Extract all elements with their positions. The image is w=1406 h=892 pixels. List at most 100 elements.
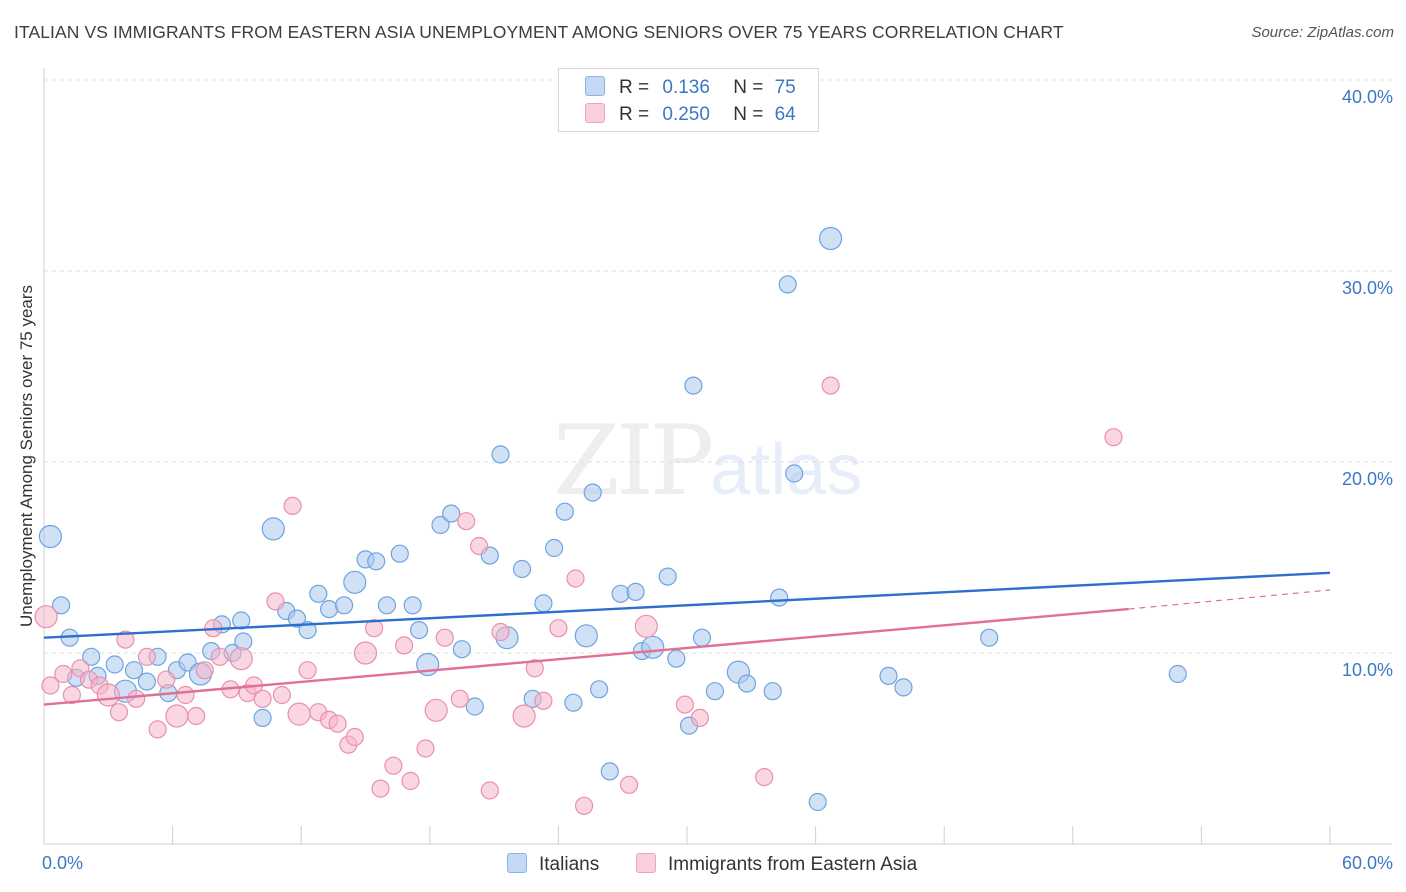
italians-point — [785, 464, 804, 483]
eastern-asia-point — [755, 767, 774, 787]
italians-point — [763, 682, 782, 701]
eastern-asia-point — [253, 689, 272, 708]
y-tick-label-40: 40.0% — [1341, 87, 1393, 107]
r-label: R = — [619, 77, 650, 98]
italians-point — [589, 680, 609, 699]
eastern-asia-point — [176, 685, 195, 705]
eastern-asia-point — [127, 689, 146, 708]
eastern-asia-point — [287, 702, 311, 726]
italians-point — [574, 624, 598, 648]
legend-item-eastern-asia[interactable]: Immigrants from Eastern Asia — [636, 853, 917, 876]
italians-point — [583, 483, 602, 502]
eastern-asia-point — [371, 779, 390, 798]
italians-trend-line — [43, 571, 1331, 639]
italians-point — [544, 538, 564, 558]
y-tick-label-30: 30.0% — [1341, 278, 1393, 298]
eastern-asia-point — [272, 685, 291, 705]
italians-point — [261, 517, 285, 541]
y-tick-label-10: 10.0% — [1341, 660, 1393, 680]
italians-point — [778, 275, 797, 294]
eastern-asia-point — [534, 691, 553, 710]
eastern-asia-point — [821, 376, 840, 395]
italians-point — [737, 674, 757, 693]
italians-point — [105, 655, 124, 674]
eastern-asia-point — [525, 659, 544, 678]
legend-item-italians[interactable]: Italians — [507, 853, 599, 876]
eastern-asia-point — [549, 619, 568, 638]
eastern-asia-point — [619, 775, 639, 794]
eastern-asia-point — [328, 714, 347, 733]
italians-point — [641, 635, 665, 659]
italians-point — [667, 649, 686, 668]
italians-point — [442, 504, 461, 523]
italians-point — [491, 445, 510, 464]
n-label: N = — [733, 77, 764, 98]
eastern-asia-point — [512, 704, 536, 728]
eastern-asia-point — [384, 756, 403, 775]
eastern-asia-point — [298, 661, 317, 680]
italians-point — [232, 611, 251, 630]
italians-point — [253, 708, 272, 728]
eastern-asia-swatch — [636, 853, 656, 873]
italians-point — [705, 682, 725, 701]
eastern-asia-point — [62, 685, 82, 705]
italians-point — [818, 226, 843, 251]
italians-point — [555, 502, 574, 521]
italians-point — [137, 672, 156, 691]
series-legend: Italians Immigrants from Eastern Asia — [0, 853, 1406, 877]
eastern-asia-trend-line — [43, 607, 1129, 706]
italians-point — [692, 628, 712, 647]
y-axis-label: Unemployment Among Seniors over 75 years — [17, 284, 36, 628]
x-tick-label-max: 60.0% — [1341, 853, 1393, 873]
eastern-asia-point — [1104, 428, 1123, 447]
italians-point — [770, 588, 789, 607]
italians-point — [38, 524, 63, 549]
legend-row-italians: R = 0.136 N = 75 — [585, 76, 796, 100]
eastern-asia-swatch — [585, 103, 605, 123]
eastern-asia-point — [195, 661, 214, 680]
eastern-asia-point — [435, 628, 454, 647]
italians-swatch — [507, 853, 527, 873]
italians-point — [124, 661, 144, 680]
italians-swatch — [585, 76, 605, 96]
r-value: 0.136 — [662, 77, 710, 98]
eastern-asia-point — [137, 647, 156, 666]
source-label: Source: ZipAtlas.com — [1251, 24, 1394, 41]
italians-point — [431, 515, 450, 535]
italians-point — [684, 376, 703, 395]
eastern-asia-point — [148, 720, 167, 739]
eastern-asia-point — [416, 739, 435, 758]
eastern-asia-point — [41, 676, 60, 695]
x-tick-label-min: 0.0% — [42, 853, 84, 873]
italians-point — [367, 552, 386, 571]
eastern-asia-point — [424, 698, 448, 722]
eastern-asia-point — [675, 695, 695, 714]
italians-point — [335, 596, 354, 615]
eastern-asia-point — [266, 592, 285, 611]
italians-point — [287, 609, 306, 628]
eastern-asia-point — [34, 605, 58, 629]
eastern-asia-point — [96, 683, 120, 707]
eastern-asia-point — [54, 664, 73, 684]
eastern-asia-point — [187, 706, 206, 726]
italians-point — [1168, 664, 1187, 684]
correlation-legend: R = 0.136 N = 75 R = 0.250 N = 64 — [558, 68, 819, 132]
eastern-asia-point — [365, 619, 384, 638]
italians-point — [658, 567, 677, 586]
italians-point — [564, 693, 583, 712]
legend-row-eastern-asia: R = 0.250 N = 64 — [585, 103, 796, 127]
eastern-asia-point — [109, 703, 129, 722]
italians-point — [980, 628, 999, 647]
r-label: R = — [619, 104, 650, 125]
italians-point — [512, 559, 532, 579]
eastern-asia-point — [157, 670, 176, 689]
legend-label-italians: Italians — [539, 854, 600, 875]
italians-point — [894, 678, 913, 697]
italians-point — [51, 596, 71, 615]
legend-label-eastern-asia: Immigrants from Eastern Asia — [668, 854, 918, 875]
eastern-asia-point — [353, 641, 378, 665]
italians-point — [611, 584, 630, 603]
eastern-asia-point — [283, 496, 302, 515]
italians-point — [452, 640, 471, 659]
eastern-asia-point — [480, 781, 499, 800]
